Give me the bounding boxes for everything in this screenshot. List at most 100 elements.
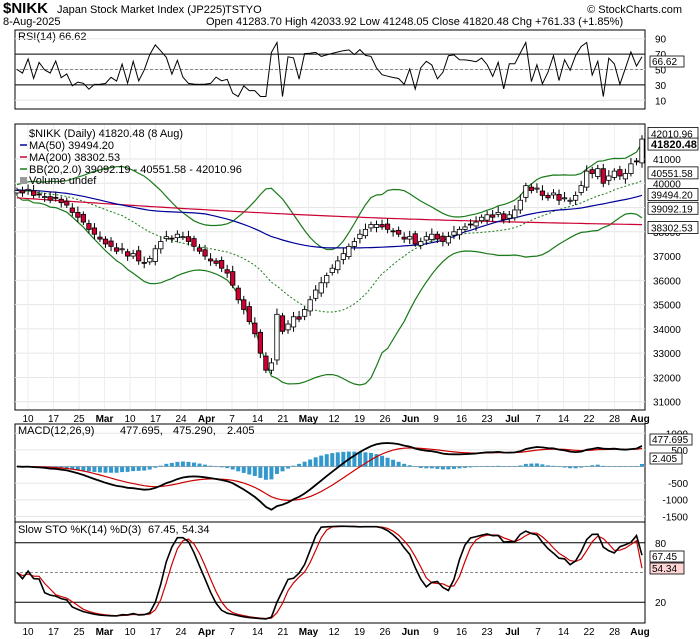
price-value-label: 42010.96: [651, 129, 693, 140]
candle-body: [174, 233, 180, 239]
macd-histogram-bar: [219, 466, 224, 468]
macd-histogram-bar: [241, 466, 246, 473]
macd-histogram-bar: [197, 463, 202, 467]
candle-body: [573, 194, 579, 201]
macd-histogram-bar: [407, 465, 412, 467]
macd-legend-signal: 475.290,: [173, 425, 216, 437]
macd-histogram-bar: [551, 465, 556, 467]
x-tick-label: 12: [328, 414, 340, 425]
candle-body: [91, 227, 98, 235]
candle-body: [313, 289, 319, 299]
macd-histogram-bar: [97, 466, 102, 473]
candle-body: [440, 235, 446, 242]
candle-body: [213, 260, 219, 264]
candle-body: [224, 269, 230, 274]
x-tick-label: 24: [175, 414, 187, 425]
macd-histogram-bar: [402, 463, 407, 467]
macd-histogram-bar: [64, 466, 69, 469]
candle-body: [384, 223, 391, 230]
rsi-panel: RSI(14) 66.62 90 70 50 30 10 66.62: [14, 29, 685, 110]
sto-tick-label: 20: [655, 598, 667, 609]
candle-body: [147, 258, 153, 263]
x-tick-label: 22: [583, 414, 595, 425]
x-tick-label: Mar: [96, 627, 114, 638]
x-tick-label: 7: [229, 627, 235, 638]
macd-histogram-bar: [463, 466, 468, 468]
macd-histogram-bar: [490, 466, 495, 467]
rsi-legend: RSI(14) 66.62: [18, 31, 86, 43]
macd-histogram-bar: [330, 453, 335, 467]
candle-body: [75, 211, 81, 218]
candle-body: [180, 236, 186, 239]
macd-histogram-bar: [595, 464, 600, 467]
price-panel: 4100040000390003800037000360003500034000…: [14, 123, 699, 411]
candle-body: [108, 240, 114, 247]
candle-body: [53, 196, 59, 199]
macd-histogram-bar: [203, 464, 208, 467]
candle-body: [42, 196, 48, 199]
macd-histogram-bar: [623, 466, 628, 468]
bb-middle-band: [16, 180, 643, 313]
candle-body: [490, 214, 496, 218]
candle-body: [263, 355, 269, 371]
macd-histogram-bar: [214, 466, 219, 468]
x-tick-label: Jun: [402, 627, 420, 638]
macd-histogram-bar: [507, 466, 512, 468]
candle-body: [517, 199, 523, 211]
macd-histogram-bar: [451, 466, 456, 469]
macd-histogram-bar: [297, 463, 302, 467]
x-tick-label: 16: [456, 627, 468, 638]
candle-body: [373, 224, 380, 228]
candle-body: [102, 238, 109, 245]
macd-histogram-bar: [523, 463, 528, 467]
price-tick-label: 41000: [653, 155, 681, 166]
macd-histogram-bar: [225, 466, 230, 469]
sto-k-line: [16, 525, 643, 620]
macd-line: [16, 442, 643, 511]
svg-text:2.405: 2.405: [652, 454, 677, 465]
candle-body: [479, 216, 485, 222]
sto-d-label: 54.34: [649, 562, 685, 575]
macd-histogram-bar: [341, 451, 346, 467]
macd-legend-macd: 477.695,: [120, 425, 163, 437]
sto-k-label: 67.45: [649, 550, 685, 563]
svg-text:66.62: 66.62: [652, 57, 677, 68]
legend-ma200: MA(200) 38302.53: [29, 152, 120, 164]
x-axis-bottom: 10 17 25 Mar 10 17 24 Apr 7 14 21 May 12 19 26 Jun 9 16 23…: [22, 627, 649, 638]
candle-body: [606, 175, 612, 181]
candle-body: [567, 199, 573, 202]
macd-histogram-bar: [180, 461, 185, 467]
macd-histogram-bar: [153, 466, 158, 468]
candle-body: [230, 271, 236, 286]
candle-body: [163, 236, 169, 240]
macd-histogram-bar: [468, 466, 473, 468]
candle-body: [30, 190, 37, 196]
macd-hist-label: 2.405: [649, 452, 683, 465]
candle-body: [584, 170, 590, 188]
macd-histogram-bar: [131, 466, 136, 472]
macd-histogram-bar: [136, 466, 141, 471]
price-value-label: 41820.48: [651, 139, 697, 151]
macd-histogram-bar: [280, 466, 285, 472]
candle-body: [539, 190, 546, 196]
sto-legend-d: 54.34: [182, 524, 210, 536]
macd-histogram-bar: [230, 466, 235, 470]
macd-histogram-bar: [518, 465, 523, 467]
x-tick-label: 17: [150, 627, 162, 638]
candle-body: [451, 231, 457, 236]
macd-histogram-bar: [479, 466, 484, 467]
candle-body: [252, 322, 258, 335]
macd-histogram-bar: [86, 466, 91, 472]
macd-histogram-bar: [363, 452, 368, 467]
candle-body: [534, 187, 540, 190]
macd-histogram-bar: [385, 457, 390, 467]
candle-body: [185, 236, 192, 242]
x-tick-label: Aug: [630, 627, 649, 638]
x-tick-label: 14: [252, 414, 264, 425]
x-tick-label: 26: [379, 627, 391, 638]
macd-histogram-bar: [269, 466, 274, 480]
candle-body: [556, 194, 562, 201]
x-tick-label: May: [299, 414, 319, 425]
svg-text:477.695: 477.695: [652, 435, 689, 446]
candle-body: [329, 267, 335, 273]
